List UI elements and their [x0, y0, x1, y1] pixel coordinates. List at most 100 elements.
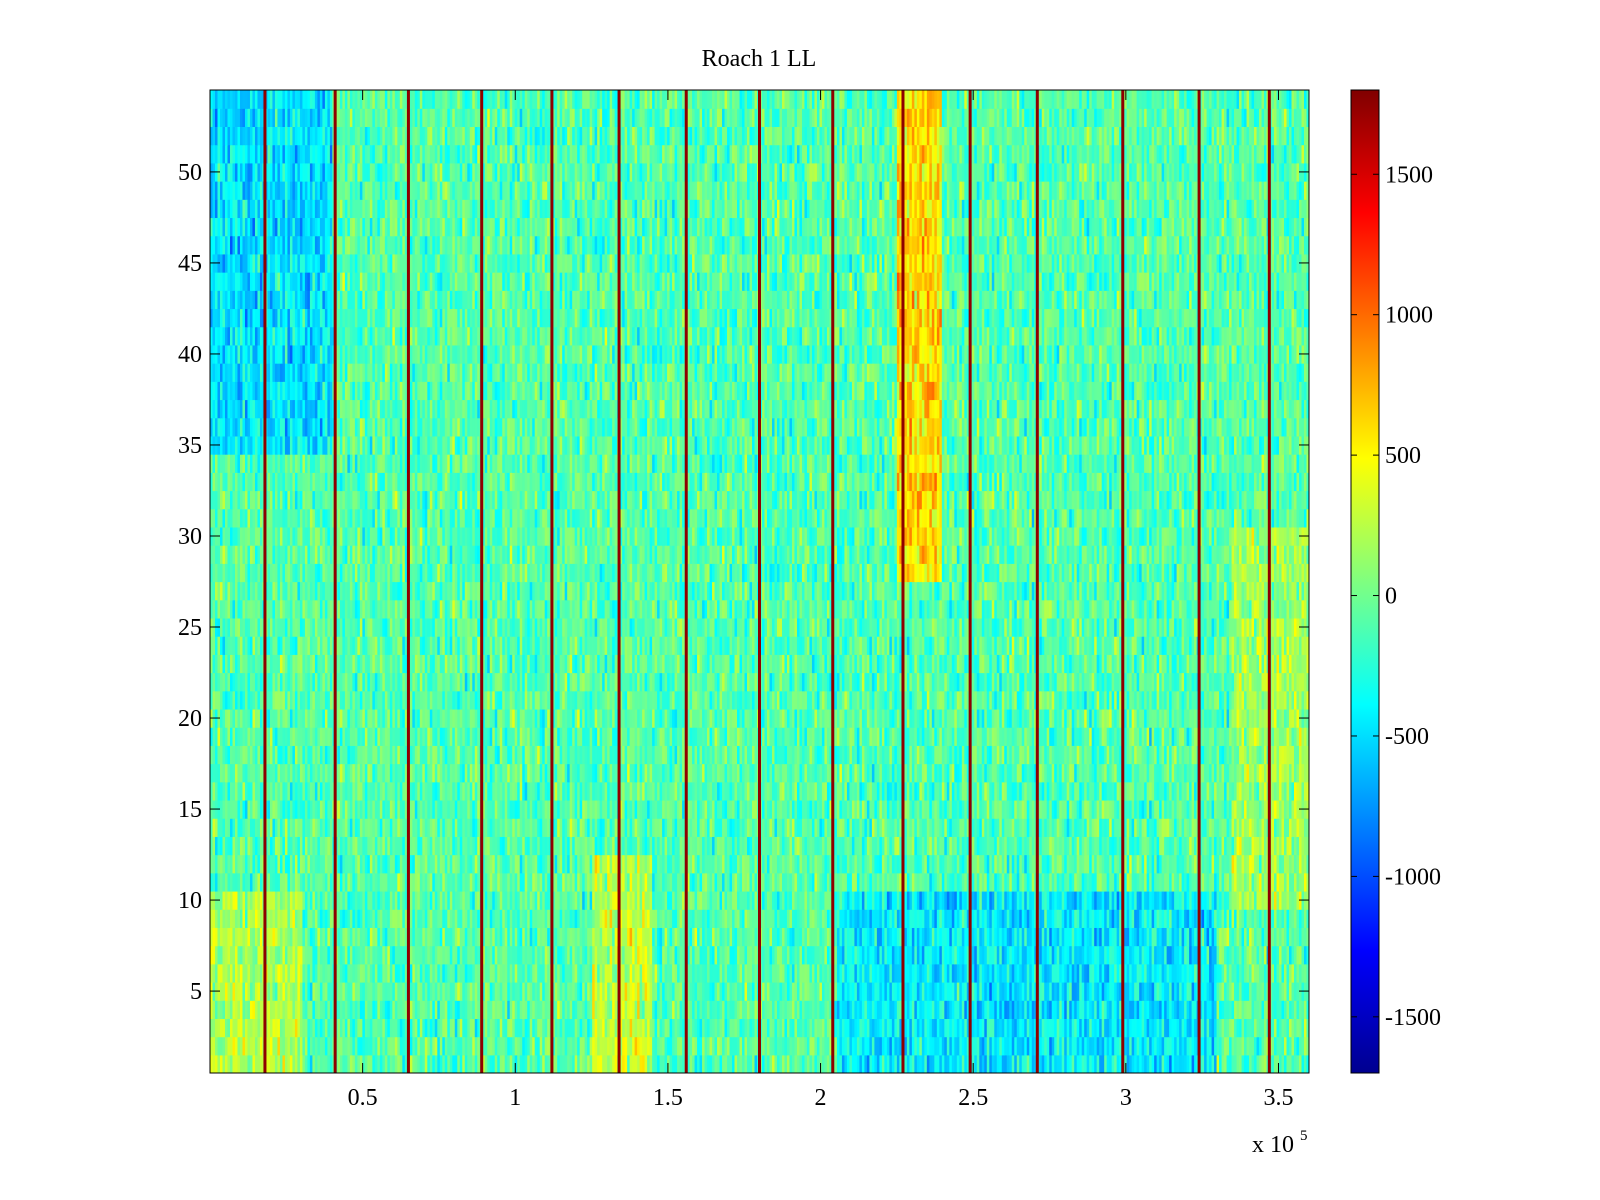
heatmap-cell [1301, 1036, 1305, 1056]
heatmap-cell [1049, 1018, 1053, 1038]
heatmap-cell [547, 1018, 551, 1038]
heatmap-cell [1141, 1018, 1145, 1038]
heatmap-cell [734, 1018, 738, 1038]
heatmap-cell [554, 1000, 558, 1019]
heatmap-cell [1116, 1000, 1120, 1019]
heatmap-cell [961, 1018, 965, 1038]
heatmap-cell [1229, 1018, 1233, 1038]
heatmap-cell [467, 1000, 471, 1019]
heatmap-cell [1094, 1054, 1098, 1073]
heatmap-cell [844, 1054, 848, 1073]
heatmap-cell [609, 1054, 613, 1073]
heatmap-cell [392, 1000, 396, 1019]
heatmap-cell [869, 1054, 873, 1073]
heatmap-cell [794, 1054, 798, 1073]
heatmap-cell [1079, 1018, 1083, 1038]
heatmap-cell [319, 1018, 323, 1038]
heatmap-cell [397, 1036, 401, 1056]
heatmap-cell [1026, 1000, 1030, 1019]
heatmap-cell [1024, 1018, 1028, 1038]
heatmap-cell [1246, 1018, 1250, 1038]
heatmap-cell [442, 1018, 446, 1038]
heatmap-cell [212, 1036, 216, 1056]
heatmap-cell [259, 1000, 264, 1019]
heatmap-cell [859, 1018, 863, 1038]
heatmap-cell [357, 1036, 361, 1056]
heatmap-cell [677, 1054, 681, 1073]
heatmap-cell [1216, 1018, 1220, 1038]
heatmap-cell [766, 1054, 771, 1073]
heatmap-cell [1299, 1054, 1303, 1073]
heatmap-cell [372, 1000, 376, 1019]
heatmap-cell [337, 1018, 341, 1038]
heatmap-cell [1131, 1000, 1135, 1019]
heatmap-cell [409, 981, 413, 1001]
heatmap-cell [1026, 1018, 1030, 1038]
heatmap-cell [682, 1036, 686, 1056]
heatmap-cell [1176, 1018, 1180, 1038]
heatmap-cell [732, 1036, 736, 1056]
heatmap-cell [846, 1036, 851, 1056]
heatmap-cell [669, 1036, 673, 1056]
heatmap-cell [297, 1036, 301, 1056]
heatmap-cell [579, 1036, 583, 1056]
heatmap-cell [1074, 1054, 1078, 1073]
heatmap-cell [624, 1000, 628, 1019]
heatmap-cell [339, 1018, 343, 1038]
heatmap-cell [469, 1054, 473, 1073]
heatmap-cell [779, 1018, 783, 1038]
heatmap-cell [714, 1036, 718, 1056]
heatmap-cell [1204, 1018, 1208, 1038]
heatmap-cell [239, 1018, 244, 1038]
heatmap-cell [484, 1054, 488, 1073]
heatmap-cell [462, 1018, 466, 1038]
heatmap-cell [1234, 1018, 1238, 1038]
heatmap-cell [229, 1000, 234, 1019]
heatmap-cell [644, 1054, 648, 1073]
heatmap-cell [574, 1036, 578, 1056]
heatmap-cell [667, 1000, 671, 1019]
heatmap-cell [557, 1018, 561, 1038]
heatmap-cell [1281, 1036, 1285, 1056]
heatmap-cell [1054, 1018, 1058, 1038]
heatmap-cell [459, 1054, 463, 1073]
heatmap-cell [427, 1018, 431, 1038]
heatmap-cell [924, 1054, 928, 1073]
heatmap-cell [1279, 1000, 1283, 1019]
heatmap-cell [771, 1000, 776, 1019]
heatmap-cell [919, 1018, 923, 1038]
heatmap-cell [1161, 1036, 1165, 1056]
heatmap-cell [412, 981, 416, 1001]
heatmap-cell [637, 1054, 641, 1073]
heatmap-cell [342, 981, 346, 1001]
heatmap-cell [1244, 1036, 1248, 1056]
heatmap-cell [871, 1018, 875, 1038]
heatmap-cell [499, 1000, 503, 1019]
heatmap-cell [1061, 1000, 1065, 1019]
heatmap-cell [627, 1054, 631, 1073]
heatmap-cell [434, 981, 438, 1001]
heatmap-cell [302, 1018, 306, 1038]
heatmap-cell [1099, 1036, 1103, 1056]
heatmap-cell [542, 1036, 546, 1056]
heatmap-cell [454, 1054, 458, 1073]
heatmap-cell [1106, 1054, 1110, 1073]
heatmap-cell [911, 1000, 915, 1019]
heatmap-cell [861, 1054, 866, 1073]
heatmap-cell [941, 1000, 945, 1019]
heatmap-cell [399, 1018, 403, 1038]
heatmap-cell [724, 1000, 728, 1019]
heatmap-cell [899, 1000, 903, 1019]
heatmap-cell [215, 1000, 219, 1019]
heatmap-cell [1151, 1000, 1155, 1019]
heatmap-cell [1089, 1000, 1093, 1019]
heatmap-cell [804, 1054, 808, 1073]
heatmap-cell [1076, 1000, 1080, 1019]
heatmap-cell [1296, 1018, 1300, 1038]
heatmap-cell [1264, 1036, 1268, 1056]
heatmap-cell [442, 981, 446, 1001]
heatmap-cell [382, 1018, 386, 1038]
heatmap-cell [944, 1054, 948, 1073]
heatmap-cell [404, 981, 408, 1001]
heatmap-cell [694, 1018, 698, 1038]
